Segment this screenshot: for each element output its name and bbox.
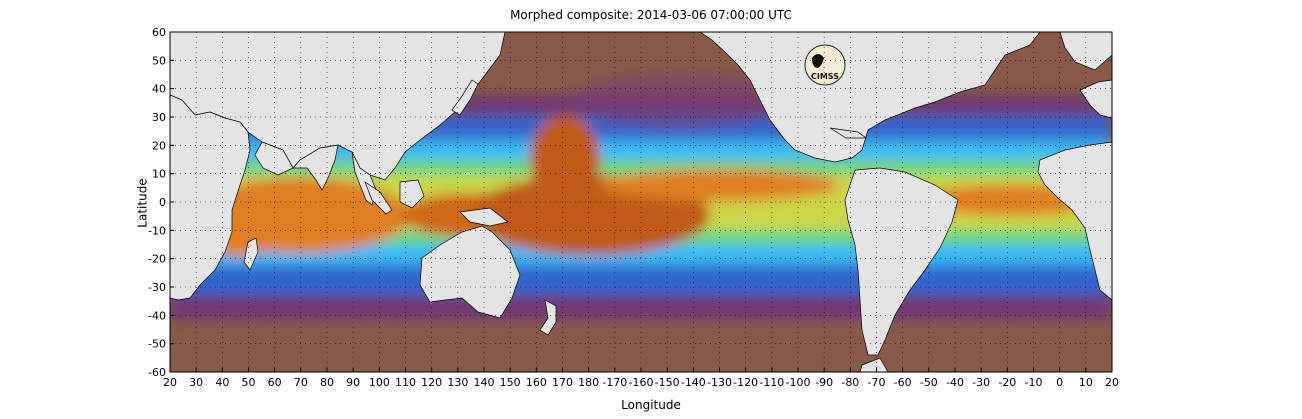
y-axis-label: Latitude (135, 178, 150, 228)
y-tick-label: 60 (152, 26, 166, 39)
x-tick-label: -170 (602, 376, 627, 389)
y-tick-label: 10 (152, 168, 166, 181)
y-tick-label: 0 (159, 196, 166, 209)
land-europe-west (1079, 79, 1112, 119)
x-tick-label: 100 (369, 376, 390, 389)
y-tick-label: -40 (148, 309, 166, 322)
land-madagascar (243, 237, 259, 271)
x-tick-label: 90 (346, 376, 360, 389)
x-tick-label: -40 (946, 376, 964, 389)
subtropical-dry-pacific (570, 72, 790, 128)
land-north-america (699, 32, 1041, 163)
x-tick-label: -140 (681, 376, 706, 389)
land-cuba (829, 127, 868, 139)
x-tick-label: 130 (447, 376, 468, 389)
land-greenland (1059, 32, 1112, 71)
y-tick-label: 40 (152, 83, 166, 96)
logo: CIMSS (804, 44, 846, 86)
land-australia (419, 225, 521, 319)
x-tick-label: 150 (500, 376, 521, 389)
x-axis-label: Longitude (621, 398, 681, 412)
land-borneo (399, 179, 425, 209)
x-tick-label: -110 (759, 376, 784, 389)
x-tick-label: 0 (1056, 376, 1063, 389)
x-tick-label: -90 (815, 376, 833, 389)
x-tick-label: 20 (163, 376, 177, 389)
x-tick-label: -10 (1025, 376, 1043, 389)
central-pacific-plume (530, 115, 600, 205)
x-tick-label: 170 (552, 376, 573, 389)
land-antarctic-peninsula (859, 357, 889, 372)
x-tick-label: 10 (1079, 376, 1093, 389)
x-tick-label: -20 (998, 376, 1016, 389)
land-africa-west (1037, 141, 1112, 301)
y-tick-label: -50 (148, 338, 166, 351)
x-tick-label: 20 (1105, 376, 1119, 389)
land-japan (451, 79, 479, 116)
southern-dry-zone (180, 323, 1100, 367)
y-tick-label: -60 (148, 366, 166, 379)
land-new-zealand (539, 299, 557, 336)
x-tick-label: 50 (242, 376, 256, 389)
y-tick-label: -20 (148, 253, 166, 266)
x-tick-label: -70 (868, 376, 886, 389)
gridlines (170, 32, 1112, 372)
y-tick-label: 20 (152, 139, 166, 152)
land-africa (170, 94, 251, 301)
x-axis-ticks: 20 30 40 50 60 70 80 90 100 110 120 130 140 150 160 170… (163, 368, 1119, 389)
y-tick-label: 50 (152, 54, 166, 67)
x-tick-label: -30 (972, 376, 990, 389)
logo-text: CIMSS (811, 72, 839, 81)
logo-figure-icon (812, 54, 824, 68)
x-tick-label: 180 (578, 376, 599, 389)
x-tick-label: -100 (786, 376, 811, 389)
map-title: Morphed composite: 2014-03-06 07:00:00 U… (510, 8, 792, 22)
x-tick-label: 60 (268, 376, 282, 389)
land-sumatra (364, 181, 393, 215)
x-tick-label: 140 (474, 376, 495, 389)
x-tick-label: 110 (395, 376, 416, 389)
x-tick-label: -60 (894, 376, 912, 389)
plot-area: CIMSS (170, 32, 1112, 372)
x-tick-label: -150 (655, 376, 680, 389)
x-tick-label: 160 (526, 376, 547, 389)
pacific-itcz (600, 169, 840, 201)
x-tick-label: 70 (294, 376, 308, 389)
y-tick-label: -10 (148, 224, 166, 237)
land-masses (170, 32, 1112, 372)
land-arabia (254, 141, 294, 176)
y-axis-ticks: 60 50 40 30 20 10 0 -10 -20 -30 -40 -50 -60 (148, 26, 174, 379)
x-tick-label: -120 (733, 376, 758, 389)
x-tick-label: -160 (629, 376, 654, 389)
x-tick-label: -130 (707, 376, 732, 389)
y-tick-label: 30 (152, 111, 166, 124)
land-india (292, 144, 339, 191)
x-tick-label: 30 (189, 376, 203, 389)
x-tick-label: -50 (920, 376, 938, 389)
x-tick-label: -80 (841, 376, 859, 389)
x-tick-label: 80 (320, 376, 334, 389)
y-tick-label: -30 (148, 281, 166, 294)
land-south-america (844, 167, 959, 356)
x-tick-label: 120 (421, 376, 442, 389)
x-tick-label: 40 (215, 376, 229, 389)
